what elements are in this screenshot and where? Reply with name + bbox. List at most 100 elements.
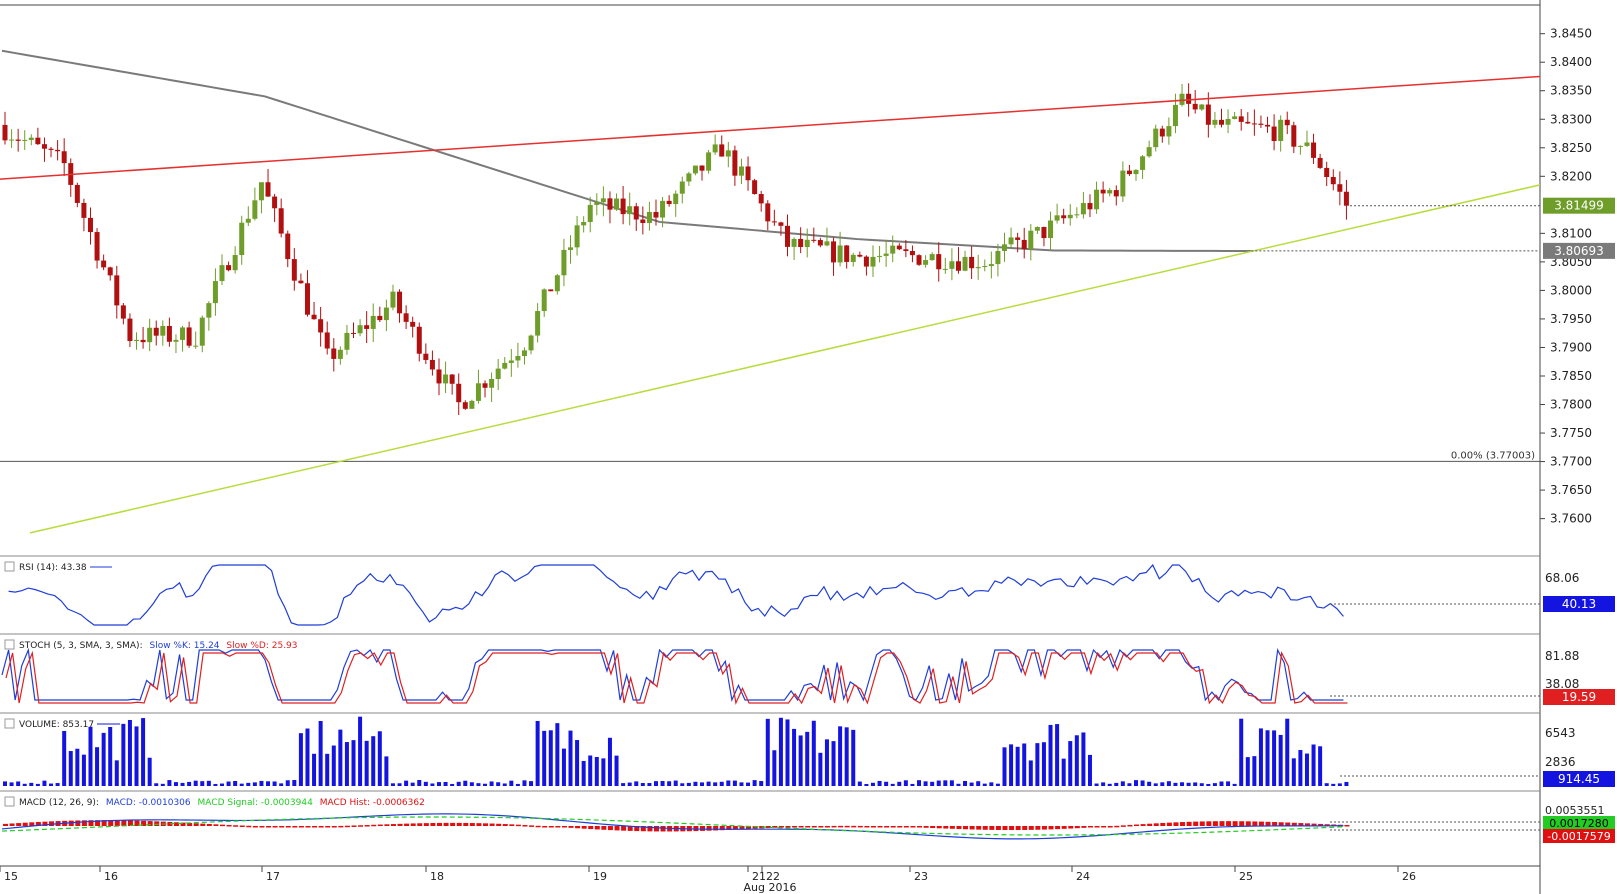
macd-hist-bar	[1291, 822, 1297, 826]
volume-bar	[252, 782, 257, 786]
support-trendline	[29, 184, 1541, 534]
volume-bar	[173, 782, 178, 786]
macd-hist-bar	[384, 824, 390, 826]
candle-body	[778, 222, 784, 226]
volume-bar	[700, 782, 705, 786]
candle-body	[489, 378, 495, 388]
volume-bar	[325, 753, 330, 786]
volume-bar	[1055, 724, 1060, 786]
candle-body	[1304, 142, 1310, 146]
candle-body	[607, 198, 613, 210]
candle-body	[166, 326, 172, 342]
volume-bar	[318, 720, 323, 786]
candle-body	[660, 200, 666, 218]
volume-bar	[397, 783, 402, 786]
candle-body	[1330, 177, 1336, 185]
macd-hist-bar	[844, 825, 850, 828]
volume-bar	[206, 780, 211, 786]
volume-bar	[943, 780, 948, 786]
macd-hist-bar	[1258, 821, 1264, 826]
candle-body	[423, 353, 429, 360]
volume-bar	[496, 782, 501, 786]
candle-body	[804, 239, 810, 248]
price-tick-label: 3.7800	[1550, 398, 1592, 412]
macd-hist-bar	[634, 826, 640, 832]
volume-bar	[1160, 782, 1165, 786]
macd-hist-bar	[1304, 823, 1310, 826]
candle-body	[732, 150, 738, 176]
volume-bar	[798, 735, 803, 786]
volume-bar	[746, 782, 751, 786]
volume-bar	[193, 780, 198, 786]
rsi-line	[8, 563, 1344, 626]
macd-hist-bar	[325, 826, 331, 828]
candle-body	[55, 149, 61, 152]
macd-hist-bar	[1035, 826, 1041, 830]
macd-hist-bar	[266, 826, 272, 828]
macd-hist-bar	[187, 822, 193, 826]
macd-hist-bar	[1278, 822, 1284, 826]
macd-hist-bar	[647, 826, 653, 832]
macd-hist-bar	[601, 826, 607, 830]
macd-hist-bar	[318, 826, 324, 828]
volume-bar	[35, 783, 40, 786]
macd-hist-bar	[252, 825, 258, 828]
candle-body	[469, 400, 475, 409]
candle-body	[475, 383, 481, 401]
candle-body	[561, 249, 567, 276]
macd-hist-bar	[785, 826, 791, 828]
macd-hist-bar	[581, 826, 587, 829]
candle-body	[1218, 119, 1224, 125]
volume-bar	[831, 741, 836, 786]
volume-bar	[548, 730, 553, 786]
volume-bar	[1035, 743, 1040, 786]
volume-bar	[233, 781, 238, 786]
macd-hist-bar	[147, 821, 153, 826]
candle-body	[1028, 230, 1034, 250]
time-axis: 15 16 17 18 19 21 22 23 24 25 26	[0, 866, 1416, 883]
macd-hist-bar	[233, 825, 239, 827]
volume-bar	[1081, 732, 1086, 786]
volume-bar	[588, 755, 593, 786]
macd-hist-bar	[1206, 821, 1212, 826]
volume-bar	[805, 731, 810, 786]
candle-body	[1120, 170, 1126, 197]
candle-body	[1337, 184, 1343, 192]
volume-label: VOLUME: 853.17	[19, 720, 94, 730]
macd-hist-bar	[1318, 823, 1324, 826]
candle-body	[666, 200, 672, 205]
price-tick-label: 3.8200	[1550, 169, 1592, 183]
volume-bar	[1041, 742, 1046, 786]
macd-hist-bar	[1232, 821, 1238, 826]
candle-body	[304, 283, 310, 315]
candle-body	[1021, 239, 1027, 250]
candle-body	[706, 152, 712, 171]
candle-body	[844, 245, 850, 262]
stoch-panel: STOCH (5, 3, SMA, 3, SMA): Slow %K: 15.2…	[1, 639, 1615, 706]
macd-hist-bar	[857, 825, 863, 828]
macd-hist-bar	[982, 826, 988, 830]
volume-bar	[1344, 781, 1349, 786]
candle-body	[2, 124, 8, 141]
volume-bar	[266, 781, 271, 786]
volume-bar	[647, 783, 652, 786]
candle-body	[147, 327, 153, 343]
price-tick-label: 3.8450	[1550, 27, 1592, 41]
candle-body	[554, 275, 560, 292]
candle-body	[1317, 157, 1323, 168]
volume-bar	[377, 731, 382, 786]
macd-hist-bar	[588, 826, 594, 830]
volume-bar	[1120, 781, 1125, 786]
macd-hist-bar	[719, 826, 725, 831]
macd-hist-bar	[1094, 826, 1100, 828]
candle-body	[1067, 214, 1073, 219]
volume-bar	[936, 780, 941, 786]
volume-bar	[469, 782, 474, 786]
macd-hist-bar	[226, 824, 232, 827]
volume-bar	[213, 783, 218, 786]
volume-bar	[522, 780, 527, 786]
candle-body	[41, 144, 47, 149]
candle-body	[1153, 128, 1159, 148]
macd-hist-bar	[463, 822, 469, 826]
